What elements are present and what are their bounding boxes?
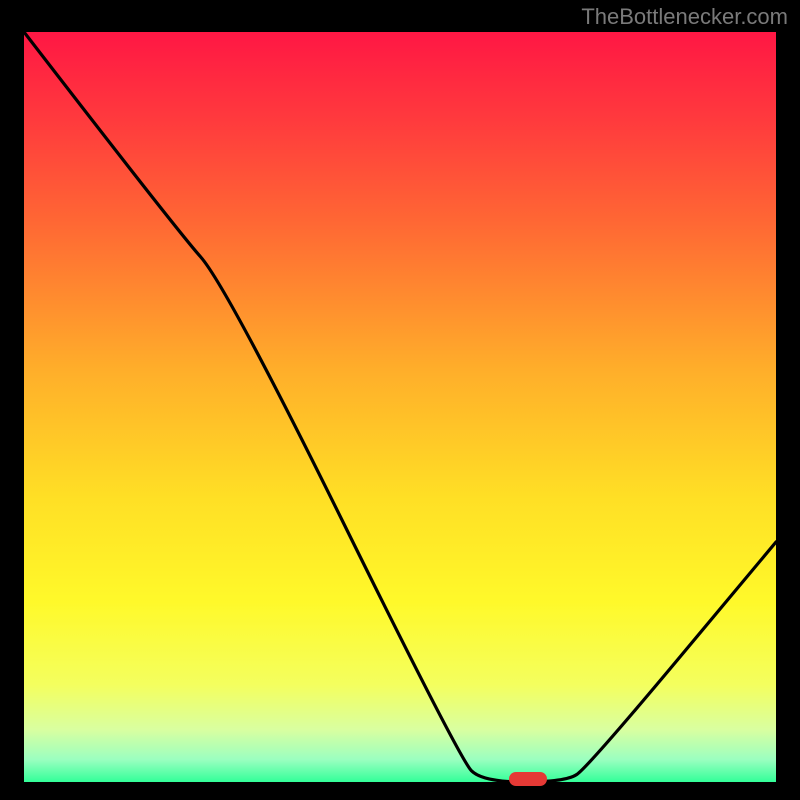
optimum-marker	[509, 772, 547, 786]
plot-area	[24, 32, 776, 782]
watermark-text: TheBottlenecker.com	[581, 4, 788, 30]
bottleneck-curve	[24, 32, 776, 782]
chart-container: TheBottlenecker.com	[0, 0, 800, 800]
curve-path	[24, 32, 776, 782]
